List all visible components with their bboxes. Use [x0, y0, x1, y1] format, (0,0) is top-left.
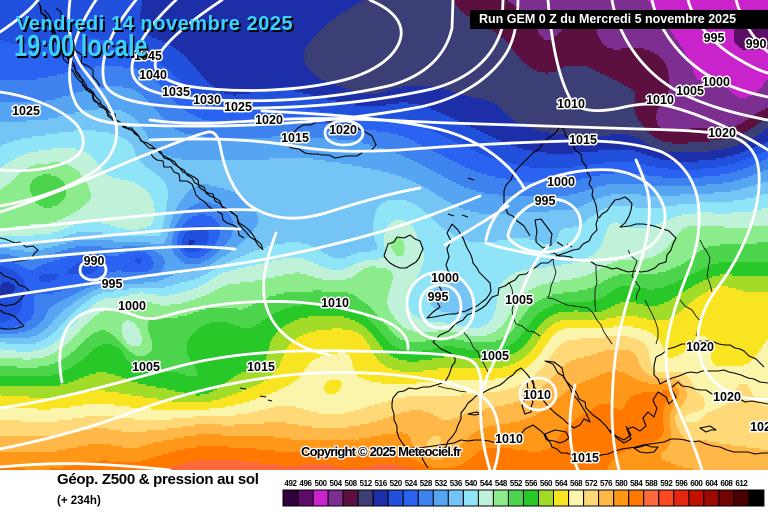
svg-text:588: 588	[645, 479, 658, 488]
svg-text:1000: 1000	[547, 175, 575, 189]
svg-text:1020: 1020	[708, 126, 736, 140]
svg-text:536: 536	[450, 479, 463, 488]
svg-text:580: 580	[615, 479, 628, 488]
svg-text:995: 995	[102, 277, 123, 291]
svg-text:548: 548	[495, 479, 508, 488]
svg-text:1025: 1025	[224, 100, 252, 114]
svg-text:540: 540	[465, 479, 478, 488]
svg-text:1010: 1010	[646, 93, 674, 107]
svg-text:596: 596	[675, 479, 688, 488]
svg-text:1005: 1005	[132, 360, 160, 374]
svg-text:1005: 1005	[505, 293, 533, 307]
svg-text:564: 564	[555, 479, 568, 488]
svg-text:612: 612	[735, 479, 748, 488]
svg-text:995: 995	[535, 194, 556, 208]
svg-text:516: 516	[375, 479, 388, 488]
svg-text:1035: 1035	[162, 85, 190, 99]
svg-text:592: 592	[660, 479, 673, 488]
svg-text:608: 608	[720, 479, 733, 488]
svg-text:520: 520	[390, 479, 403, 488]
svg-text:600: 600	[690, 479, 703, 488]
svg-text:524: 524	[405, 479, 418, 488]
svg-text:584: 584	[630, 479, 643, 488]
svg-text:1020: 1020	[713, 390, 741, 404]
svg-text:1020: 1020	[329, 123, 357, 137]
svg-text:1010: 1010	[557, 97, 585, 111]
svg-text:528: 528	[420, 479, 433, 488]
svg-text:604: 604	[705, 479, 718, 488]
svg-text:1020: 1020	[750, 420, 768, 434]
svg-text:512: 512	[360, 479, 373, 488]
svg-text:1030: 1030	[193, 93, 221, 107]
svg-text:1015: 1015	[569, 133, 597, 147]
svg-text:995: 995	[704, 31, 725, 45]
svg-text:496: 496	[299, 479, 312, 488]
svg-text:1005: 1005	[676, 84, 704, 98]
svg-text:568: 568	[570, 479, 583, 488]
svg-text:552: 552	[510, 479, 523, 488]
svg-text:492: 492	[284, 479, 297, 488]
svg-text:572: 572	[585, 479, 598, 488]
svg-text:576: 576	[600, 479, 613, 488]
svg-text:1020: 1020	[686, 340, 714, 354]
svg-text:1015: 1015	[571, 451, 599, 465]
svg-text:1040: 1040	[139, 68, 167, 82]
svg-text:560: 560	[540, 479, 553, 488]
svg-text:995: 995	[428, 290, 449, 304]
svg-text:532: 532	[435, 479, 448, 488]
svg-text:556: 556	[525, 479, 538, 488]
svg-text:1015: 1015	[281, 131, 309, 145]
svg-text:1045: 1045	[134, 49, 162, 63]
svg-text:504: 504	[330, 479, 343, 488]
svg-text:544: 544	[480, 479, 493, 488]
svg-text:1010: 1010	[523, 388, 551, 402]
svg-text:990: 990	[746, 37, 767, 51]
svg-text:Copyright © 2025 Meteociel.fr: Copyright © 2025 Meteociel.fr	[301, 444, 461, 459]
svg-text:1025: 1025	[12, 104, 40, 118]
svg-text:500: 500	[315, 479, 328, 488]
svg-text:1010: 1010	[495, 432, 523, 446]
svg-text:1000: 1000	[702, 75, 730, 89]
svg-text:1020: 1020	[255, 113, 283, 127]
svg-text:1015: 1015	[247, 360, 275, 374]
svg-text:1000: 1000	[431, 271, 459, 285]
svg-text:1010: 1010	[321, 296, 349, 310]
svg-text:990: 990	[84, 254, 105, 268]
svg-text:508: 508	[345, 479, 358, 488]
svg-text:1005: 1005	[481, 349, 509, 363]
svg-text:1000: 1000	[118, 299, 146, 313]
